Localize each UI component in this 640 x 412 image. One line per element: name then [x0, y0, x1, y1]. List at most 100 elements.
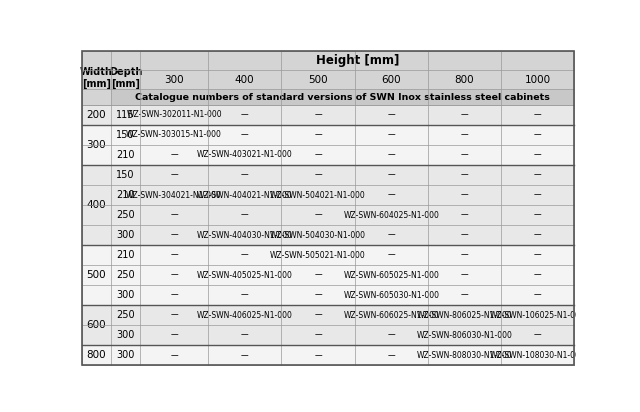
Bar — [208, 165, 282, 185]
Text: —: — — [170, 290, 178, 300]
Text: Catalogue numbers of standard versions of SWN Inox stainless steel cabinets: Catalogue numbers of standard versions o… — [135, 93, 550, 102]
Bar — [111, 345, 140, 365]
Bar — [428, 145, 501, 165]
Bar — [208, 70, 282, 89]
Text: Depth
[mm]: Depth [mm] — [109, 67, 142, 89]
Text: —: — — [241, 330, 248, 339]
Text: —: — — [314, 211, 322, 220]
Bar — [355, 105, 428, 125]
Text: —: — — [387, 190, 395, 199]
Bar — [111, 105, 140, 125]
Bar — [428, 205, 501, 225]
Bar — [208, 285, 282, 305]
Bar — [355, 145, 428, 165]
Bar — [140, 185, 208, 205]
Bar — [428, 185, 501, 205]
Text: —: — — [461, 190, 468, 199]
Text: 300: 300 — [116, 330, 134, 340]
Bar — [355, 205, 428, 225]
Bar — [140, 205, 208, 225]
Bar — [355, 325, 428, 345]
Text: 1000: 1000 — [525, 75, 551, 85]
Bar — [81, 305, 111, 345]
Bar — [140, 125, 208, 145]
Text: 800: 800 — [86, 350, 106, 360]
Bar — [282, 305, 355, 325]
Text: 300: 300 — [116, 350, 134, 360]
Text: —: — — [534, 131, 541, 139]
Text: WZ-SWN-605025-N1-000: WZ-SWN-605025-N1-000 — [343, 271, 439, 280]
Bar — [501, 285, 575, 305]
Bar — [355, 225, 428, 245]
Bar — [208, 145, 282, 165]
Text: WZ-SWN-605030-N1-000: WZ-SWN-605030-N1-000 — [343, 290, 439, 300]
Text: —: — — [241, 351, 248, 360]
Bar — [428, 70, 501, 89]
Text: 115: 115 — [116, 110, 135, 120]
Bar — [355, 265, 428, 285]
Bar — [208, 345, 282, 365]
Bar — [428, 125, 501, 145]
Bar — [208, 265, 282, 285]
Bar — [428, 265, 501, 285]
Bar — [501, 125, 575, 145]
Bar — [428, 225, 501, 245]
Bar — [501, 345, 575, 365]
Text: WZ-SWN-606025-N1-000: WZ-SWN-606025-N1-000 — [343, 311, 439, 320]
Bar — [140, 51, 575, 70]
Text: —: — — [170, 271, 178, 280]
Bar — [282, 345, 355, 365]
Text: —: — — [387, 351, 395, 360]
Text: —: — — [170, 171, 178, 180]
Text: WZ-SWN-505021-N1-000: WZ-SWN-505021-N1-000 — [270, 250, 366, 260]
Bar — [208, 125, 282, 145]
Text: WZ-SWN-403021-N1-000: WZ-SWN-403021-N1-000 — [197, 150, 292, 159]
Bar — [355, 70, 428, 89]
Bar — [501, 325, 575, 345]
Text: —: — — [534, 190, 541, 199]
Text: —: — — [387, 150, 395, 159]
Bar — [140, 145, 208, 165]
Bar — [111, 125, 140, 145]
Text: Width
[mm]: Width [mm] — [80, 67, 113, 89]
Text: —: — — [314, 330, 322, 339]
Bar — [282, 165, 355, 185]
Text: —: — — [170, 351, 178, 360]
Bar — [208, 305, 282, 325]
Text: —: — — [534, 250, 541, 260]
Text: 300: 300 — [86, 140, 106, 150]
Bar — [140, 265, 208, 285]
Text: —: — — [387, 330, 395, 339]
Text: —: — — [241, 290, 248, 300]
Bar — [501, 145, 575, 165]
Bar — [111, 185, 140, 205]
Text: 500: 500 — [86, 270, 106, 280]
Text: —: — — [314, 150, 322, 159]
Text: 600: 600 — [86, 320, 106, 330]
Text: WZ-SWN-806025-N1-000: WZ-SWN-806025-N1-000 — [417, 311, 513, 320]
Bar — [208, 325, 282, 345]
Bar — [140, 225, 208, 245]
Bar — [208, 185, 282, 205]
Text: WZ-SWN-404030-N1-000: WZ-SWN-404030-N1-000 — [196, 231, 292, 239]
Bar — [208, 225, 282, 245]
Text: WZ-SWN-108030-N1-000: WZ-SWN-108030-N1-000 — [490, 351, 586, 360]
Text: Height [mm]: Height [mm] — [316, 54, 399, 67]
Bar — [501, 205, 575, 225]
Bar — [208, 245, 282, 265]
Text: 150: 150 — [116, 130, 135, 140]
Text: 250: 250 — [116, 210, 135, 220]
Bar — [501, 105, 575, 125]
Text: —: — — [534, 171, 541, 180]
Text: —: — — [534, 330, 541, 339]
Bar — [208, 105, 282, 125]
Text: WZ-SWN-302011-N1-000: WZ-SWN-302011-N1-000 — [126, 110, 222, 119]
Text: —: — — [241, 211, 248, 220]
Text: WZ-SWN-406025-N1-000: WZ-SWN-406025-N1-000 — [196, 311, 292, 320]
Text: 400: 400 — [86, 200, 106, 210]
Text: —: — — [387, 131, 395, 139]
Bar — [501, 165, 575, 185]
Text: —: — — [314, 351, 322, 360]
Text: WZ-SWN-806030-N1-000: WZ-SWN-806030-N1-000 — [417, 330, 513, 339]
Text: —: — — [314, 110, 322, 119]
